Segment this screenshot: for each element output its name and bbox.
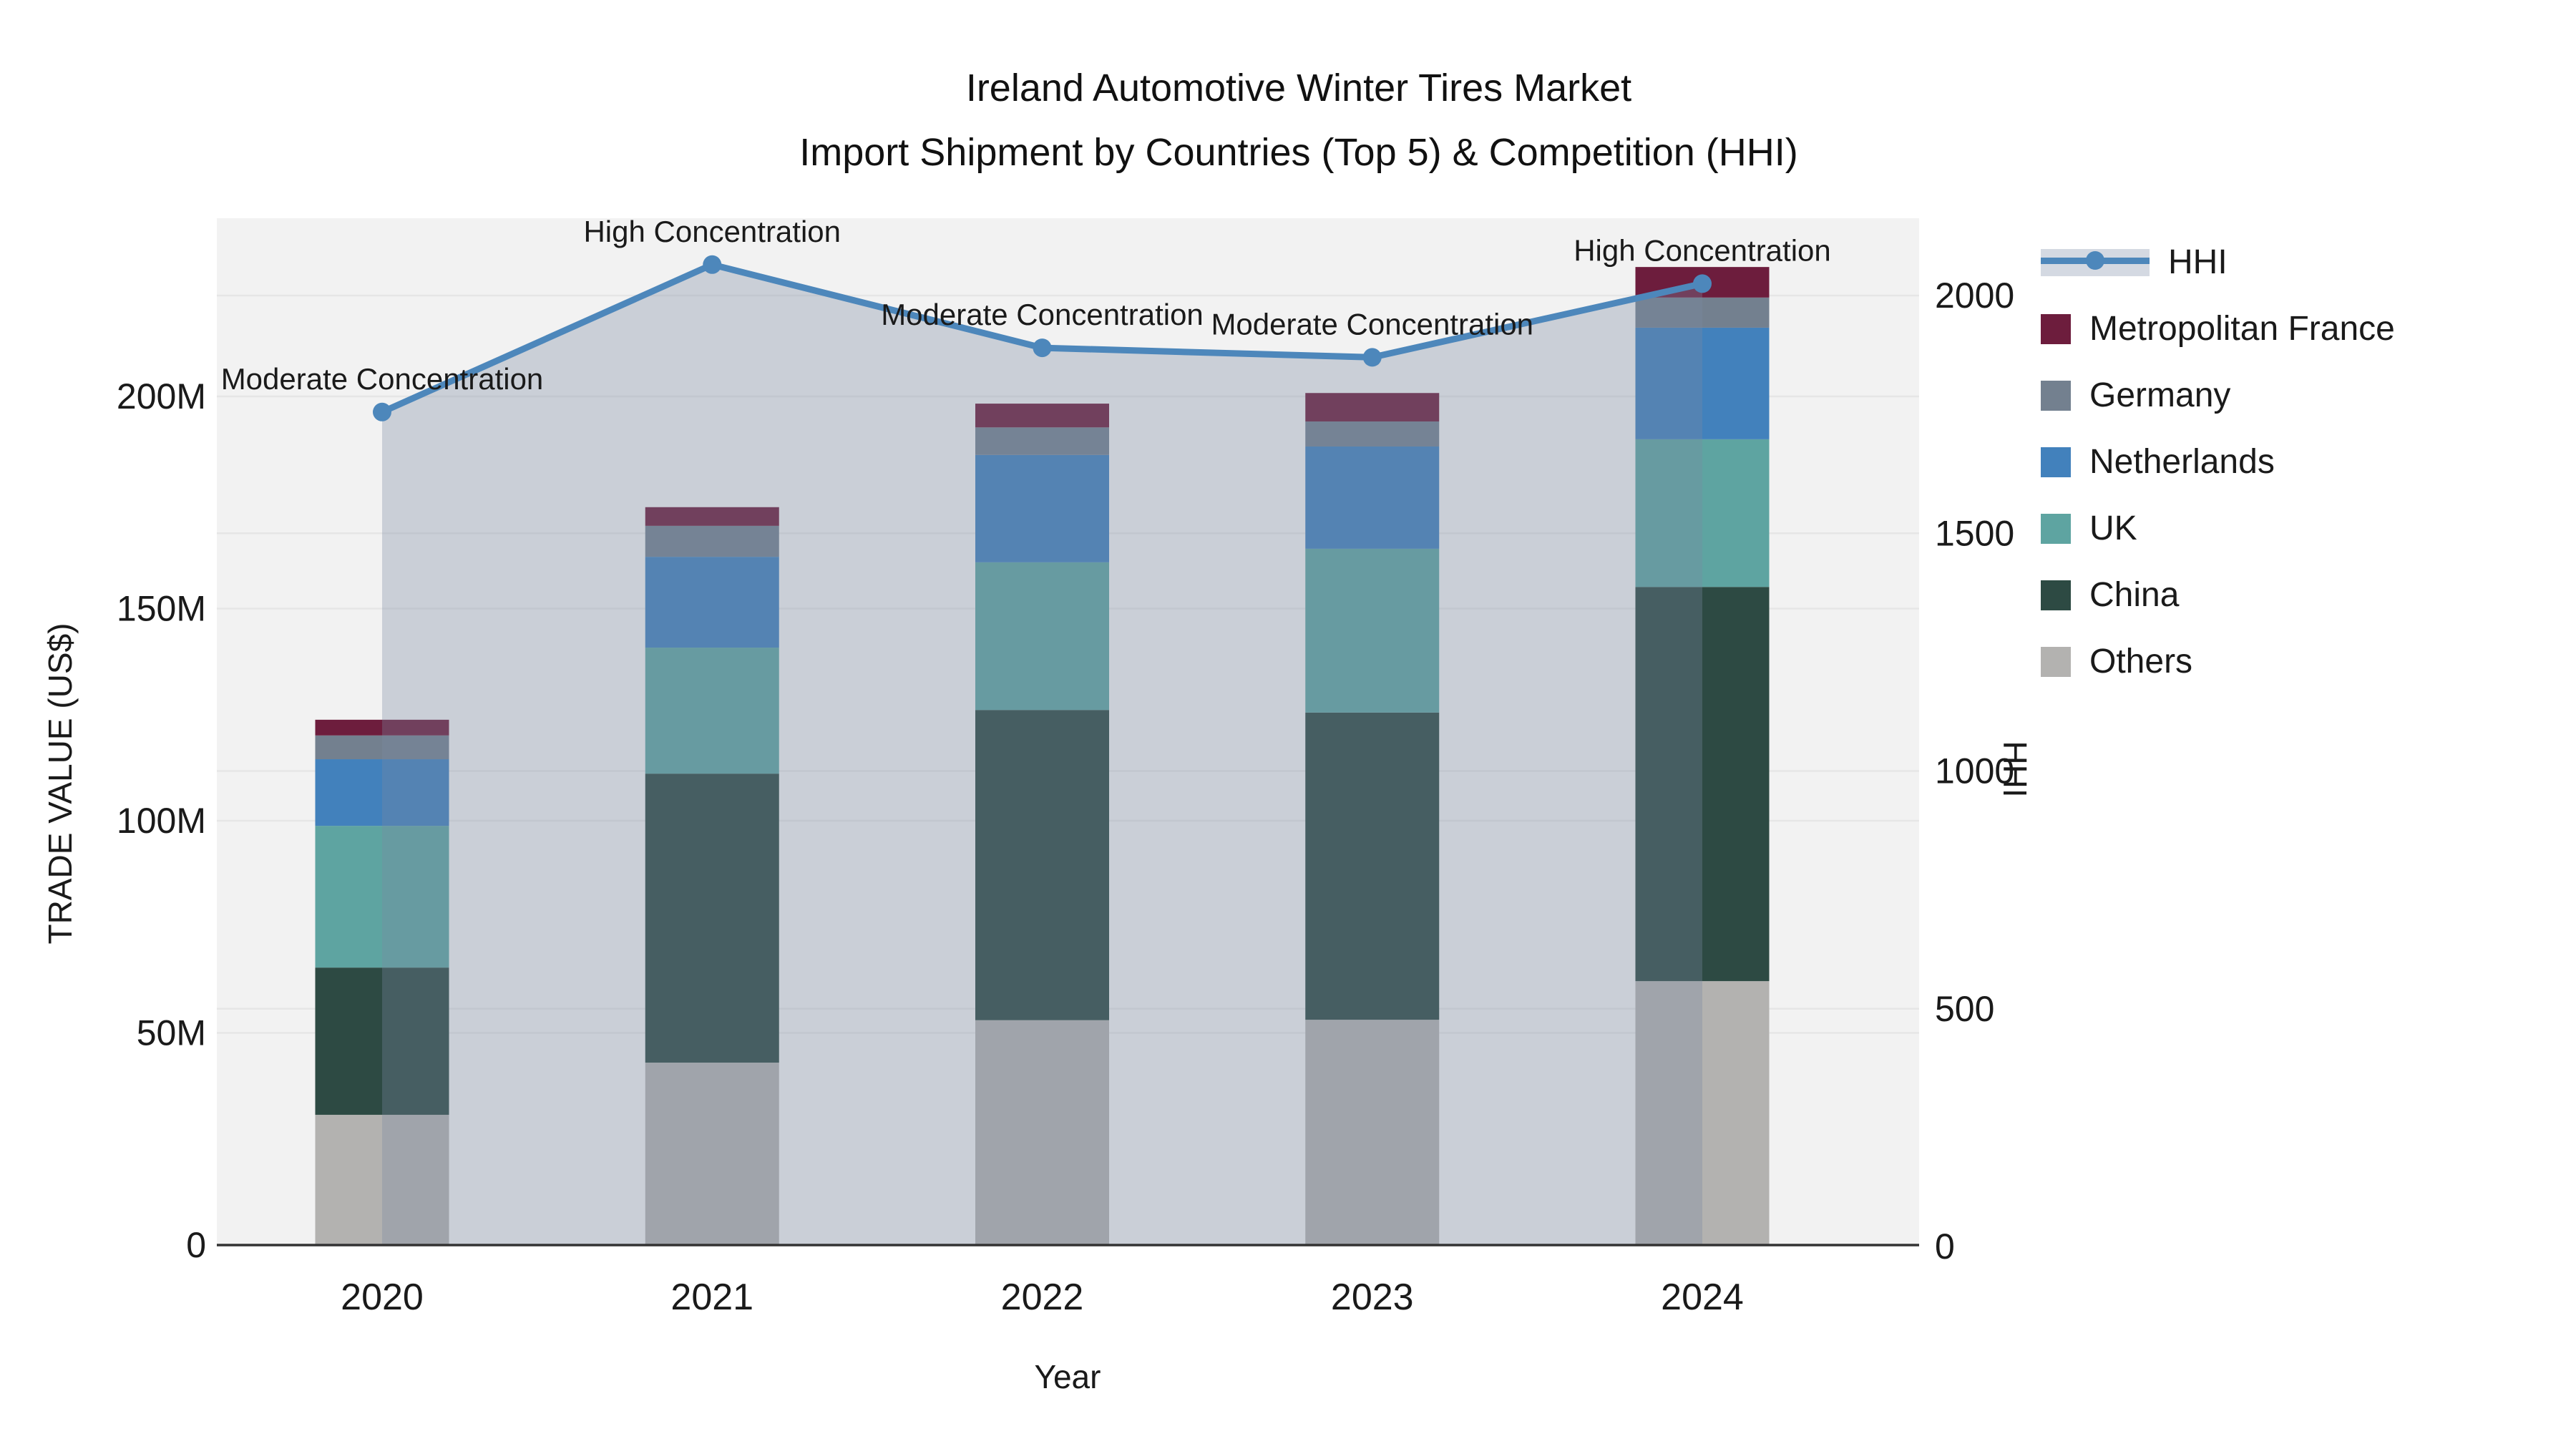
y-right-tick-label: 1000 bbox=[1935, 751, 2014, 791]
y-left-tick-label: 150M bbox=[117, 589, 206, 629]
bar-segment-germany-2024 bbox=[1635, 297, 1770, 328]
bar-segment-germany-2021 bbox=[645, 525, 779, 557]
legend-item-china: China bbox=[2041, 562, 2395, 628]
legend-item-metropolitan-france: Metropolitan France bbox=[2041, 296, 2395, 362]
bar-segment-netherlands-2022 bbox=[975, 454, 1109, 562]
y-left-tick-label: 0 bbox=[186, 1225, 206, 1265]
annotation-2024: High Concentration bbox=[1574, 233, 1831, 267]
color-swatch-icon bbox=[2041, 646, 2071, 677]
legend-label: UK bbox=[2089, 509, 2137, 547]
color-swatch-icon bbox=[2041, 580, 2071, 610]
legend: HHI Metropolitan France Germany Netherla… bbox=[2041, 229, 2395, 695]
x-tick-label-2023: 2023 bbox=[1331, 1277, 1414, 1318]
bar-segment-netherlands-2024 bbox=[1635, 327, 1770, 439]
legend-item-germany: Germany bbox=[2041, 362, 2395, 429]
bar-segment-uk-2020 bbox=[315, 826, 449, 968]
x-tick-label-2020: 2020 bbox=[341, 1277, 424, 1318]
legend-item-others: Others bbox=[2041, 628, 2395, 695]
legend-label: Germany bbox=[2089, 376, 2231, 414]
y-left-tick-label: 100M bbox=[117, 801, 206, 841]
bar-segment-uk-2021 bbox=[645, 648, 779, 774]
legend-label: HHI bbox=[2168, 243, 2228, 281]
bar-segment-china-2024 bbox=[1635, 587, 1770, 982]
legend-item-netherlands: Netherlands bbox=[2041, 429, 2395, 495]
bar-segment-others-2024 bbox=[1635, 981, 1770, 1245]
legend-label: China bbox=[2089, 576, 2180, 614]
chart-title: Ireland Automotive Winter Tires Market I… bbox=[799, 56, 1798, 185]
color-swatch-icon bbox=[2041, 313, 2071, 344]
bar-segment-uk-2023 bbox=[1305, 548, 1440, 713]
bar-segment-china-2022 bbox=[975, 710, 1109, 1020]
legend-label: Others bbox=[2089, 643, 2193, 680]
y-right-tick-label: 500 bbox=[1935, 989, 1994, 1029]
bar-segment-metropolitan-france-2022 bbox=[975, 404, 1109, 428]
bar-segment-netherlands-2021 bbox=[645, 557, 779, 648]
bar-segment-china-2023 bbox=[1305, 712, 1440, 1020]
bar-segment-germany-2022 bbox=[975, 427, 1109, 455]
legend-item-uk: UK bbox=[2041, 495, 2395, 562]
y-right-tick-label: 2000 bbox=[1935, 275, 2014, 316]
bar-segment-netherlands-2020 bbox=[315, 759, 449, 826]
bar-segment-others-2022 bbox=[975, 1020, 1109, 1245]
bar-segment-uk-2024 bbox=[1635, 439, 1770, 587]
y-right-tick-label: 0 bbox=[1935, 1226, 1955, 1267]
bar-segment-others-2023 bbox=[1305, 1020, 1440, 1245]
annotation-2021: High Concentration bbox=[583, 215, 841, 248]
hhi-marker-2022 bbox=[1033, 338, 1052, 358]
legend-item-hhi: HHI bbox=[2041, 229, 2395, 296]
bar-segment-metropolitan-france-2021 bbox=[645, 507, 779, 526]
legend-label: Netherlands bbox=[2089, 443, 2275, 481]
annotation-2023: Moderate Concentration bbox=[1211, 307, 1533, 341]
hhi-area-fill bbox=[382, 264, 1702, 1245]
annotation-2022: Moderate Concentration bbox=[881, 298, 1204, 331]
hhi-marker-2020 bbox=[373, 402, 391, 421]
annotation-2020: Moderate Concentration bbox=[221, 362, 544, 396]
y-right-tick-label: 1500 bbox=[1935, 513, 2014, 553]
bar-segment-germany-2023 bbox=[1305, 421, 1440, 447]
bar-segment-others-2020 bbox=[315, 1114, 449, 1245]
x-tick-label-2021: 2021 bbox=[670, 1277, 753, 1318]
bar-segment-metropolitan-france-2020 bbox=[315, 719, 449, 736]
bar-segment-metropolitan-france-2023 bbox=[1305, 393, 1440, 421]
bar-segment-netherlands-2023 bbox=[1305, 446, 1440, 549]
color-swatch-icon bbox=[2041, 380, 2071, 411]
hhi-line-swatch-icon bbox=[2041, 248, 2150, 276]
color-swatch-icon bbox=[2041, 513, 2071, 544]
bar-segment-china-2020 bbox=[315, 967, 449, 1115]
y-left-tick-label: 200M bbox=[117, 376, 206, 416]
chart-title-line1: Ireland Automotive Winter Tires Market bbox=[965, 67, 1632, 109]
hhi-marker-2021 bbox=[703, 255, 722, 274]
bar-segment-germany-2020 bbox=[315, 735, 449, 760]
x-tick-label-2022: 2022 bbox=[1001, 1277, 1084, 1318]
x-tick-label-2024: 2024 bbox=[1661, 1277, 1744, 1318]
x-axis-title: Year bbox=[1035, 1358, 1101, 1395]
hhi-marker-2024 bbox=[1693, 274, 1712, 293]
legend-label: Metropolitan France bbox=[2089, 310, 2395, 348]
bar-segment-others-2021 bbox=[645, 1063, 779, 1245]
y-left-axis-title: TRADE VALUE (US$) bbox=[42, 623, 79, 944]
bar-segment-uk-2022 bbox=[975, 562, 1109, 711]
bar-segment-china-2021 bbox=[645, 774, 779, 1063]
y-left-tick-label: 50M bbox=[137, 1013, 206, 1053]
hhi-marker-2023 bbox=[1362, 348, 1382, 367]
color-swatch-icon bbox=[2041, 447, 2071, 477]
y-right-axis-title: HHI bbox=[1996, 741, 2034, 797]
chart-title-line2: Import Shipment by Countries (Top 5) & C… bbox=[799, 131, 1798, 174]
